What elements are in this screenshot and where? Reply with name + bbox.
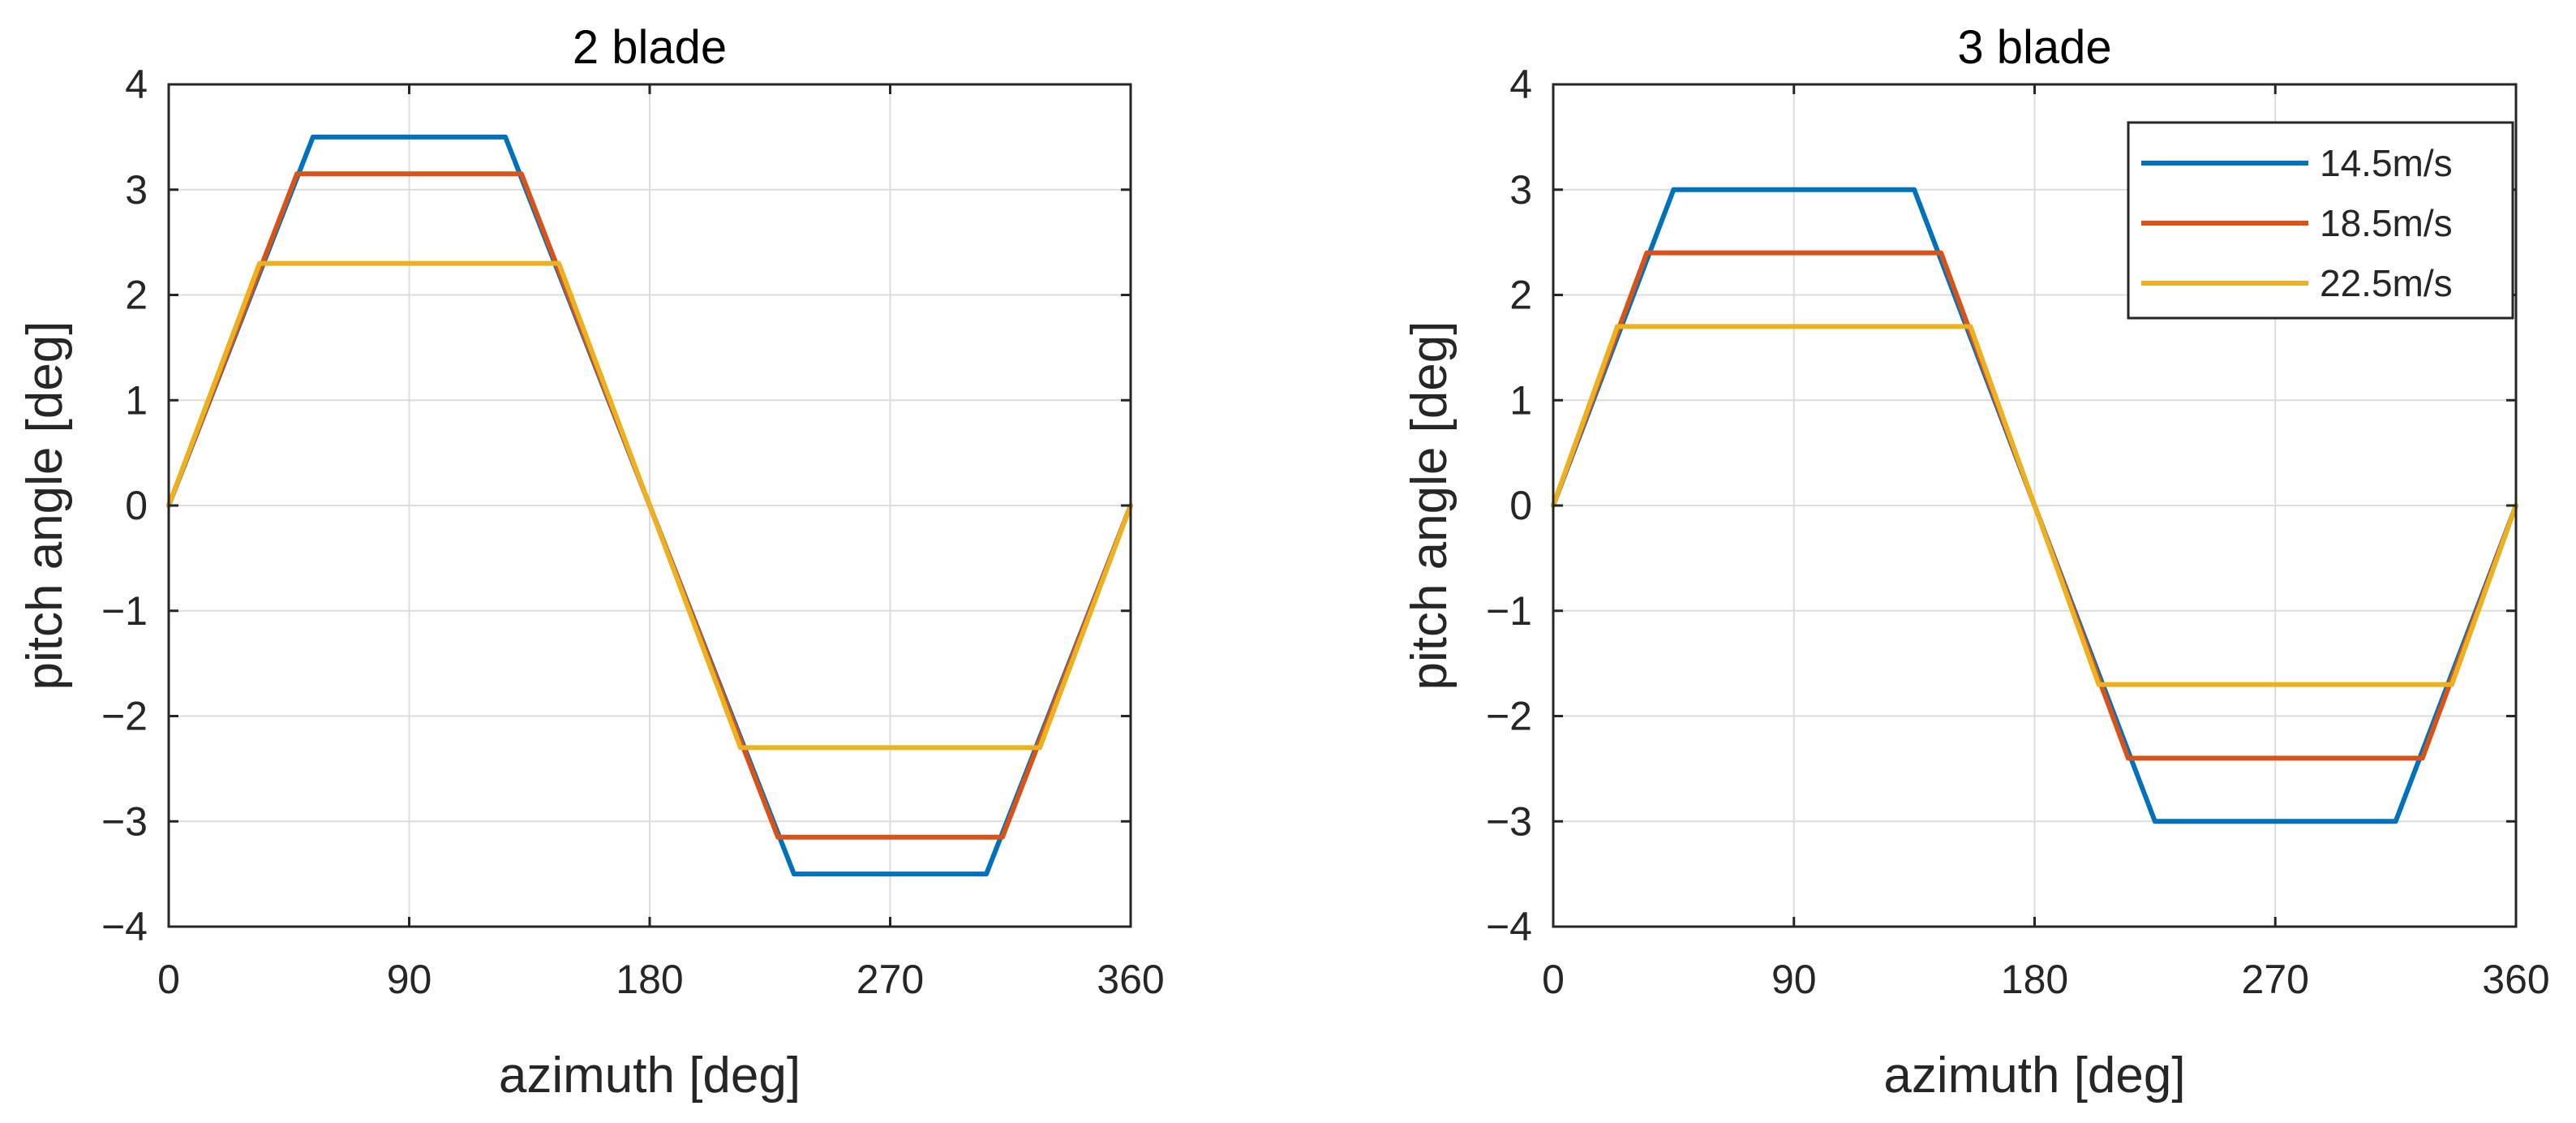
y-tick-label: 4 bbox=[1509, 62, 1532, 107]
chart-panel-2: 0 90 180 270 360 4 3 2 1 0 −1 −2 −3 −4 3 blade azimuth … bbox=[1402, 21, 2550, 1104]
y-tick-label: −3 bbox=[1486, 798, 1532, 844]
y-tick-label: 2 bbox=[125, 273, 148, 318]
legend-label: 18.5m/s bbox=[2320, 202, 2453, 244]
x-tick-label: 0 bbox=[157, 957, 180, 1002]
chart-title: 3 blade bbox=[1957, 21, 2111, 74]
x-tick-label: 180 bbox=[616, 957, 683, 1002]
x-tick-label: 270 bbox=[2242, 957, 2309, 1002]
x-axis-label: azimuth [deg] bbox=[1883, 1048, 2185, 1104]
y-tick-label: 3 bbox=[125, 167, 148, 213]
x-tick-label: 360 bbox=[2482, 957, 2549, 1002]
y-tick-label: −3 bbox=[101, 798, 148, 844]
series-line-22.5m/s bbox=[166, 260, 1133, 751]
y-tick-label: 0 bbox=[125, 483, 148, 528]
chart-title: 2 blade bbox=[573, 21, 727, 74]
x-axis-label: azimuth [deg] bbox=[499, 1048, 801, 1104]
x-tick-label: 90 bbox=[1771, 957, 1817, 1002]
y-tick-label: 1 bbox=[125, 377, 148, 423]
x-tick-label: 0 bbox=[1542, 957, 1565, 1002]
chart-panel-1: 0 90 180 270 360 4 3 2 1 0 −1 −2 −3 −4 2 blade azimuth … bbox=[17, 21, 1165, 1104]
y-tick-label: −2 bbox=[1486, 694, 1532, 739]
x-tick-label: 270 bbox=[857, 957, 924, 1002]
y-axis-label: pitch angle [deg] bbox=[1402, 321, 1458, 690]
y-tick-label: 2 bbox=[1509, 273, 1532, 318]
y-tick-label: 3 bbox=[1509, 167, 1532, 213]
x-tick-label: 180 bbox=[2001, 957, 2068, 1002]
x-tick-label: 360 bbox=[1097, 957, 1164, 1002]
y-tick-label: 1 bbox=[1509, 377, 1532, 423]
legend-label: 22.5m/s bbox=[2320, 262, 2453, 304]
y-tick-label: 0 bbox=[1509, 483, 1532, 528]
y-tick-label: −4 bbox=[101, 904, 148, 949]
y-tick-label: −4 bbox=[1486, 904, 1532, 949]
y-tick-label: −2 bbox=[101, 694, 148, 739]
series-line-22.5m/s bbox=[1551, 324, 2518, 687]
y-tick-label: 4 bbox=[125, 62, 148, 107]
y-tick-label: −1 bbox=[101, 588, 148, 634]
legend-label: 14.5m/s bbox=[2320, 142, 2453, 184]
y-tick-label: −1 bbox=[1486, 588, 1532, 634]
x-tick-label: 90 bbox=[387, 957, 432, 1002]
legend: 14.5m/s 18.5m/s 22.5m/s bbox=[2127, 121, 2514, 320]
y-axis-label: pitch angle [deg] bbox=[17, 321, 73, 690]
